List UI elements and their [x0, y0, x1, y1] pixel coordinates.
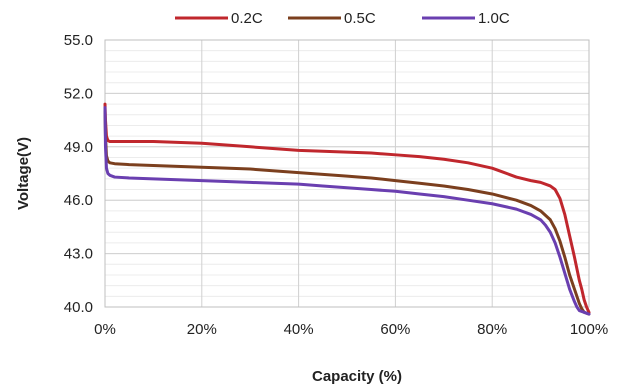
x-tick-label: 60% [380, 321, 410, 338]
y-tick-label: 49.0 [64, 139, 93, 156]
legend-label: 1.0C [478, 10, 510, 27]
x-tick-label: 0% [94, 321, 116, 338]
y-tick-label: 52.0 [64, 85, 93, 102]
series-line-1-0c [103, 106, 591, 316]
plot-border [104, 39, 590, 308]
x-axis-title: Capacity (%) [312, 368, 402, 385]
x-tick-label: 100% [570, 321, 608, 338]
x-tick-label: 20% [187, 321, 217, 338]
legend-label: 0.2C [231, 10, 263, 27]
x-tick-label: 40% [284, 321, 314, 338]
plot-area [105, 40, 589, 307]
y-axis-title: Voltage(V) [15, 137, 32, 210]
y-tick-label: 55.0 [64, 32, 93, 49]
x-tick-label: 80% [477, 321, 507, 338]
series-line-0-2c [103, 102, 591, 314]
y-tick-label: 40.0 [64, 299, 93, 316]
y-tick-label: 43.0 [64, 246, 93, 263]
series-line-0-5c [103, 109, 591, 316]
legend-label: 0.5C [344, 10, 376, 27]
y-tick-label: 46.0 [64, 192, 93, 209]
